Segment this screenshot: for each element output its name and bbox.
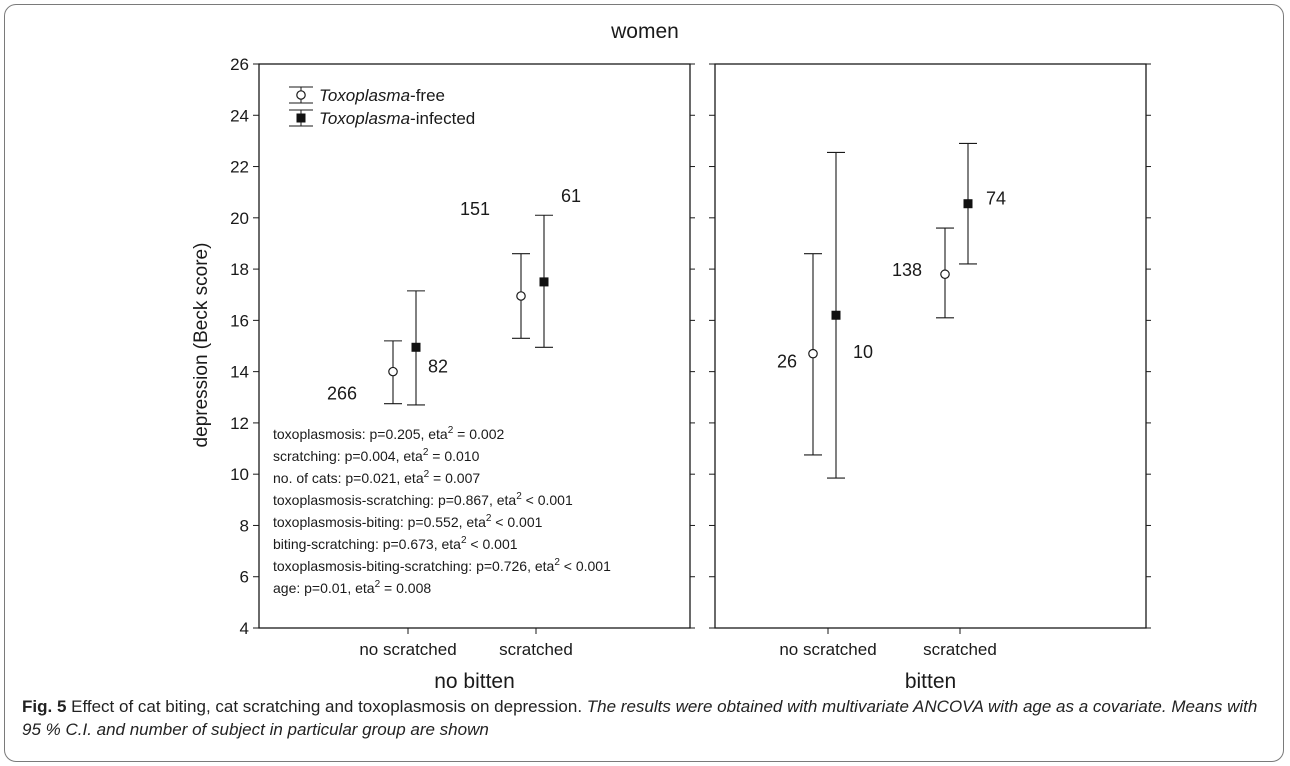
n-label: 61 bbox=[561, 186, 581, 206]
caption-title: Effect of cat biting, cat scratching and… bbox=[66, 697, 587, 716]
stats-annotation: toxoplasmosis-biting: p=0.552, eta2 < 0.… bbox=[273, 513, 543, 530]
n-label: 26 bbox=[777, 352, 797, 372]
figure-frame bbox=[4, 4, 1284, 762]
data-point-free bbox=[388, 366, 398, 377]
y-tick-label: 18 bbox=[230, 260, 249, 279]
stats-annotation: biting-scratching: p=0.673, eta2 < 0.001 bbox=[273, 535, 518, 552]
data-point-free bbox=[808, 348, 818, 359]
data-point-infected bbox=[539, 277, 549, 287]
x-tick-label: scratched bbox=[499, 640, 573, 659]
stats-annotation: toxoplasmosis-biting-scratching: p=0.726… bbox=[273, 557, 611, 574]
n-label: 10 bbox=[853, 342, 873, 362]
data-point-infected bbox=[831, 310, 841, 320]
data-point-free bbox=[940, 269, 950, 280]
legend-label: Toxoplasma-infected bbox=[319, 109, 475, 128]
n-label: 74 bbox=[986, 189, 1006, 209]
y-tick-label: 22 bbox=[230, 158, 249, 177]
n-label: 82 bbox=[428, 356, 448, 376]
y-tick-label: 4 bbox=[240, 619, 249, 638]
y-tick-label: 16 bbox=[230, 311, 249, 330]
y-tick-label: 10 bbox=[230, 465, 249, 484]
panel-label: bitten bbox=[905, 670, 956, 690]
n-label: 151 bbox=[460, 199, 490, 219]
panel-label: no bitten bbox=[434, 670, 515, 690]
chart-title: women bbox=[610, 20, 679, 43]
y-tick-label: 14 bbox=[230, 363, 249, 382]
plot-frame bbox=[258, 63, 691, 629]
chart: women depression (Beck score) 4 6 8 10 12 14 1… bbox=[191, 20, 1151, 690]
stats-annotation: toxoplasmosis: p=0.205, eta2 = 0.002 bbox=[273, 425, 505, 442]
plot-layer: 4 6 8 10 12 14 16 18 20 22 24 26 no scratched scratch… bbox=[230, 55, 1151, 690]
y-axis-label: depression (Beck score) bbox=[191, 243, 212, 448]
y-tick-label: 24 bbox=[230, 106, 249, 125]
n-label: 266 bbox=[327, 384, 357, 404]
caption-figure-label: Fig. 5 bbox=[22, 697, 67, 716]
stats-annotation: toxoplasmosis-scratching: p=0.867, eta2 … bbox=[273, 491, 573, 508]
stats-annotation: no. of cats: p=0.021, eta2 = 0.007 bbox=[273, 469, 480, 486]
y-tick-label: 26 bbox=[230, 55, 249, 74]
plot-frame bbox=[714, 63, 1147, 629]
data-point-infected bbox=[411, 342, 421, 352]
caption-description: The results were obtained with multivari… bbox=[22, 697, 1258, 739]
x-tick-label: no scratched bbox=[779, 640, 876, 659]
data-point-infected bbox=[963, 199, 973, 209]
y-tick-label: 12 bbox=[230, 414, 249, 433]
legend-marker-free bbox=[296, 90, 306, 100]
figure-caption: Fig. 5 Effect of cat biting, cat scratch… bbox=[22, 695, 1272, 741]
x-tick-label: no scratched bbox=[359, 640, 456, 659]
y-tick-label: 8 bbox=[240, 516, 249, 535]
x-tick-label: scratched bbox=[923, 640, 997, 659]
legend-marker-infected bbox=[296, 113, 306, 123]
stats-annotation: scratching: p=0.004, eta2 = 0.010 bbox=[273, 447, 480, 464]
y-tick-label: 20 bbox=[230, 209, 249, 228]
legend-label: Toxoplasma-free bbox=[319, 86, 445, 105]
n-label: 138 bbox=[892, 260, 922, 280]
data-point-free bbox=[516, 291, 526, 301]
stats-annotation: age: p=0.01, eta2 = 0.008 bbox=[273, 579, 431, 596]
y-tick-label: 6 bbox=[240, 568, 249, 587]
